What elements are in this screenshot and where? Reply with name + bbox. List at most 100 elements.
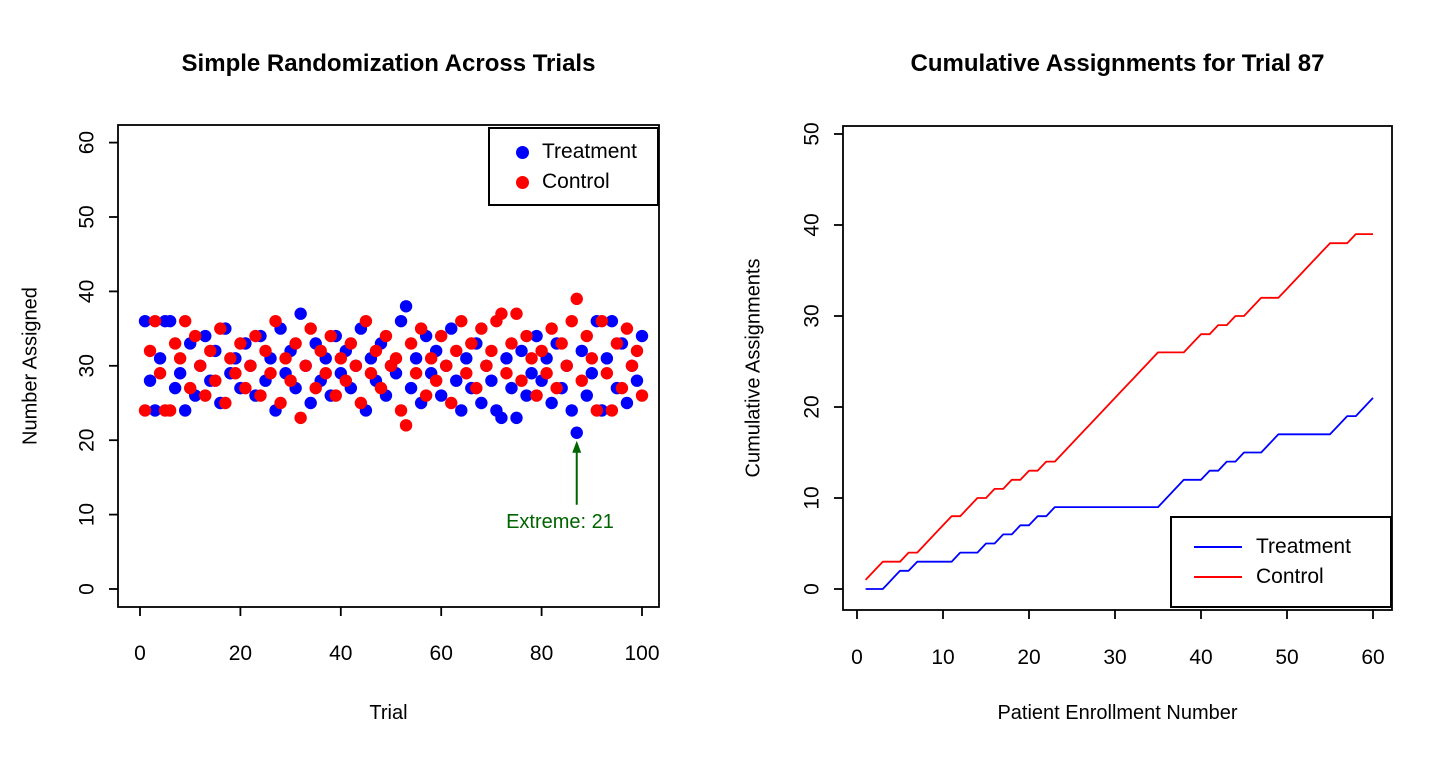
control-point: [334, 352, 347, 365]
control-point: [354, 396, 368, 410]
treatment-line-icon: [1194, 546, 1242, 548]
control-point: [620, 322, 634, 335]
control-point: [445, 396, 458, 410]
control-point: [153, 367, 167, 380]
treatment-point: [510, 411, 523, 425]
control-point: [590, 404, 604, 417]
control-point: [605, 404, 619, 417]
control-point: [259, 344, 272, 358]
treatment-point: [630, 374, 644, 387]
y-tick-label: 30: [800, 304, 823, 327]
x-tick-label: 30: [1103, 646, 1126, 669]
control-point: [600, 367, 614, 380]
control-point: [269, 314, 282, 328]
left-plot-title: Simple Randomization Across Trials: [181, 50, 596, 77]
control-point: [565, 314, 578, 328]
control-point: [450, 344, 463, 358]
control-point: [184, 381, 197, 395]
left-x-axis-title: Trial: [369, 702, 408, 724]
treatment-point: [585, 367, 598, 380]
control-point: [289, 337, 302, 350]
control-point: [194, 359, 207, 372]
control-point: [379, 329, 393, 343]
treatment-point: [199, 329, 212, 343]
control-point: [615, 381, 629, 395]
control-point: [304, 322, 317, 335]
control-point: [394, 404, 408, 417]
control-point: [435, 329, 448, 343]
annotation-arrow-head: [572, 440, 582, 453]
control-point: [249, 329, 262, 343]
x-tick-label: 0: [851, 646, 863, 669]
y-tick-label: 10: [800, 486, 823, 509]
control-point: [630, 344, 644, 358]
legend-item-control: Control: [490, 167, 657, 197]
right-plot-title: Cumulative Assignments for Trial 87: [910, 50, 1325, 77]
control-point: [500, 367, 513, 380]
control-point: [560, 359, 573, 372]
legend-item-treatment: Treatment: [490, 137, 657, 167]
legend-item-control-line: Control: [1172, 562, 1390, 592]
treatment-point: [580, 389, 593, 402]
control-point: [470, 381, 483, 395]
control-point: [339, 374, 353, 387]
treatment-cumulative-line: [865, 397, 1374, 590]
control-point: [580, 329, 593, 343]
extreme-annotation: Extreme: 21: [506, 511, 614, 533]
x-tick-label: 20: [229, 642, 252, 665]
treatment-point: [138, 314, 152, 328]
control-point: [595, 314, 609, 328]
control-point: [274, 396, 287, 410]
control-point: [485, 344, 498, 358]
x-tick-label: 40: [329, 642, 352, 665]
y-tick-label: 30: [75, 354, 98, 377]
control-point: [570, 292, 583, 306]
control-point: [224, 352, 237, 365]
treatment-point: [168, 381, 182, 395]
control-point: [314, 344, 327, 358]
y-tick-label: 60: [75, 131, 98, 154]
treatment-point: [495, 411, 508, 425]
treatment-point: [153, 352, 167, 365]
treatment-point: [304, 396, 317, 410]
treatment-point: [475, 396, 488, 410]
treatment-point: [520, 389, 533, 402]
control-point: [635, 389, 649, 402]
control-point: [138, 404, 152, 417]
left-legend: Treatment Control: [488, 127, 659, 206]
y-tick-label: 10: [75, 503, 98, 526]
treatment-point: [505, 381, 518, 395]
control-point: [404, 337, 418, 350]
treatment-point: [525, 367, 538, 380]
control-point: [585, 352, 598, 365]
x-tick-label: 40: [1189, 646, 1212, 669]
control-point: [424, 352, 438, 365]
control-point: [284, 374, 297, 387]
x-tick-label: 20: [1017, 646, 1040, 669]
treatment-point: [545, 396, 558, 410]
control-point: [209, 374, 222, 387]
control-point: [389, 352, 403, 365]
control-point: [349, 359, 363, 372]
control-point: [520, 329, 533, 343]
control-point: [525, 352, 538, 365]
treatment-point: [570, 426, 583, 439]
control-point: [369, 344, 383, 358]
control-point: [163, 404, 177, 417]
control-point: [219, 396, 232, 410]
control-point: [419, 389, 433, 402]
control-point: [550, 381, 563, 395]
x-tick-label: 0: [134, 642, 146, 665]
treatment-point: [450, 374, 463, 387]
control-point: [460, 367, 473, 380]
treatment-point: [394, 314, 408, 328]
control-point: [199, 389, 212, 402]
treatment-point: [409, 352, 423, 365]
control-point: [440, 359, 453, 372]
control-point: [148, 314, 162, 328]
control-point: [414, 322, 428, 335]
control-point: [143, 344, 157, 358]
control-point: [359, 314, 373, 328]
treatment-dot-icon: [516, 145, 529, 159]
